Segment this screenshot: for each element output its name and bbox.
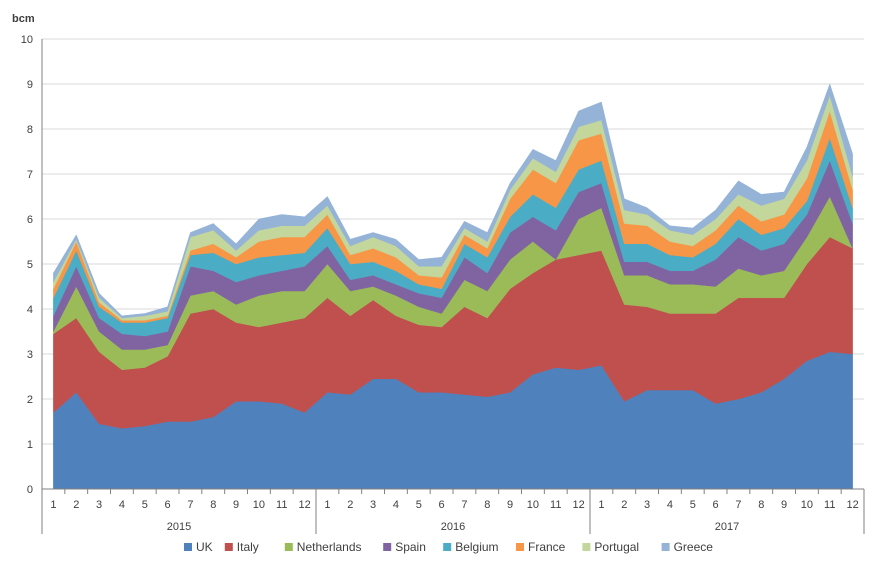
x-tick-label: 9 xyxy=(233,499,239,511)
y-tick-label: 8 xyxy=(27,124,33,136)
x-tick-label: 7 xyxy=(461,499,467,511)
x-tick-label: 5 xyxy=(142,499,148,511)
legend-swatch xyxy=(582,543,591,551)
legend-swatch xyxy=(383,543,392,551)
y-axis-unit-label: bcm xyxy=(12,13,35,25)
legend-label: UK xyxy=(196,540,213,554)
x-tick-label: 10 xyxy=(253,499,265,511)
x-tick-label: 8 xyxy=(758,499,764,511)
x-tick-label: 12 xyxy=(298,499,310,511)
x-tick-label: 3 xyxy=(370,499,376,511)
x-tick-label: 7 xyxy=(735,499,741,511)
axes xyxy=(41,39,865,534)
x-tick-label: 2 xyxy=(621,499,627,511)
x-tick-label: 12 xyxy=(846,499,858,511)
legend: UK Italy Netherlands Spain Belgium France Port… xyxy=(184,540,713,554)
year-label: 2015 xyxy=(167,521,191,533)
y-tick-label: 7 xyxy=(27,169,33,181)
legend-label: Spain xyxy=(395,540,426,554)
legend-swatch xyxy=(661,543,670,551)
y-tick-label: 4 xyxy=(27,304,33,316)
x-tick-label: 6 xyxy=(713,499,719,511)
x-axis-tick-labels: 1 2 3 4 5 6 7 8 9 10 11 12 1 2 3 4 5 6 7 8 9 10 11 12 1 2 3 4 5 6 7 8 9 1… xyxy=(50,499,858,533)
legend-label: Netherlands xyxy=(297,540,362,554)
legend-swatch xyxy=(284,543,293,551)
year-label: 2017 xyxy=(715,521,739,533)
x-tick-label: 5 xyxy=(690,499,696,511)
x-tick-label: 11 xyxy=(550,499,561,511)
x-tick-label: 5 xyxy=(416,499,422,511)
x-tick-label: 7 xyxy=(187,499,193,511)
x-tick-label: 4 xyxy=(393,499,399,511)
y-tick-label: 3 xyxy=(27,349,33,361)
x-tick-label: 11 xyxy=(276,499,287,511)
legend-label: Belgium xyxy=(455,540,498,554)
x-tick-label: 10 xyxy=(527,499,539,511)
year-label: 2016 xyxy=(441,521,465,533)
legend-label: France xyxy=(528,540,566,554)
x-tick-label: 1 xyxy=(50,499,56,511)
area-series-group xyxy=(53,83,854,490)
area-greece xyxy=(53,83,853,319)
x-tick-label: 9 xyxy=(781,499,787,511)
y-tick-label: 5 xyxy=(27,259,33,271)
y-tick-label: 6 xyxy=(27,214,33,226)
y-tick-label: 0 xyxy=(27,484,33,496)
legend-label: Greece xyxy=(674,540,714,554)
y-axis-tick-labels: 0 1 2 3 4 5 6 7 8 9 10 xyxy=(21,34,33,496)
x-tick-label: 11 xyxy=(824,499,835,511)
legend-swatch xyxy=(184,543,192,551)
x-tick-label: 2 xyxy=(73,499,79,511)
x-tick-label: 3 xyxy=(644,499,650,511)
x-tick-label: 6 xyxy=(439,499,445,511)
x-tick-label: 4 xyxy=(119,499,125,511)
x-tick-label: 6 xyxy=(165,499,171,511)
x-tick-label: 10 xyxy=(801,499,813,511)
x-tick-label: 2 xyxy=(347,499,353,511)
legend-swatch xyxy=(443,543,452,551)
y-tick-label: 1 xyxy=(27,439,33,451)
x-tick-label: 8 xyxy=(210,499,216,511)
y-tick-label: 9 xyxy=(27,79,33,91)
x-tick-label: 3 xyxy=(96,499,102,511)
x-tick-label: 1 xyxy=(324,499,330,511)
legend-label: Italy xyxy=(237,540,259,554)
legend-swatch xyxy=(516,543,524,551)
legend-swatch xyxy=(224,543,233,551)
x-tick-label: 9 xyxy=(507,499,513,511)
x-tick-label: 12 xyxy=(572,499,584,511)
y-tick-label: 2 xyxy=(27,394,33,406)
x-tick-label: 1 xyxy=(598,499,604,511)
legend-label: Portugal xyxy=(594,540,639,554)
x-tick-label: 8 xyxy=(484,499,490,511)
y-tick-label: 10 xyxy=(21,34,33,46)
x-tick-label: 4 xyxy=(667,499,673,511)
